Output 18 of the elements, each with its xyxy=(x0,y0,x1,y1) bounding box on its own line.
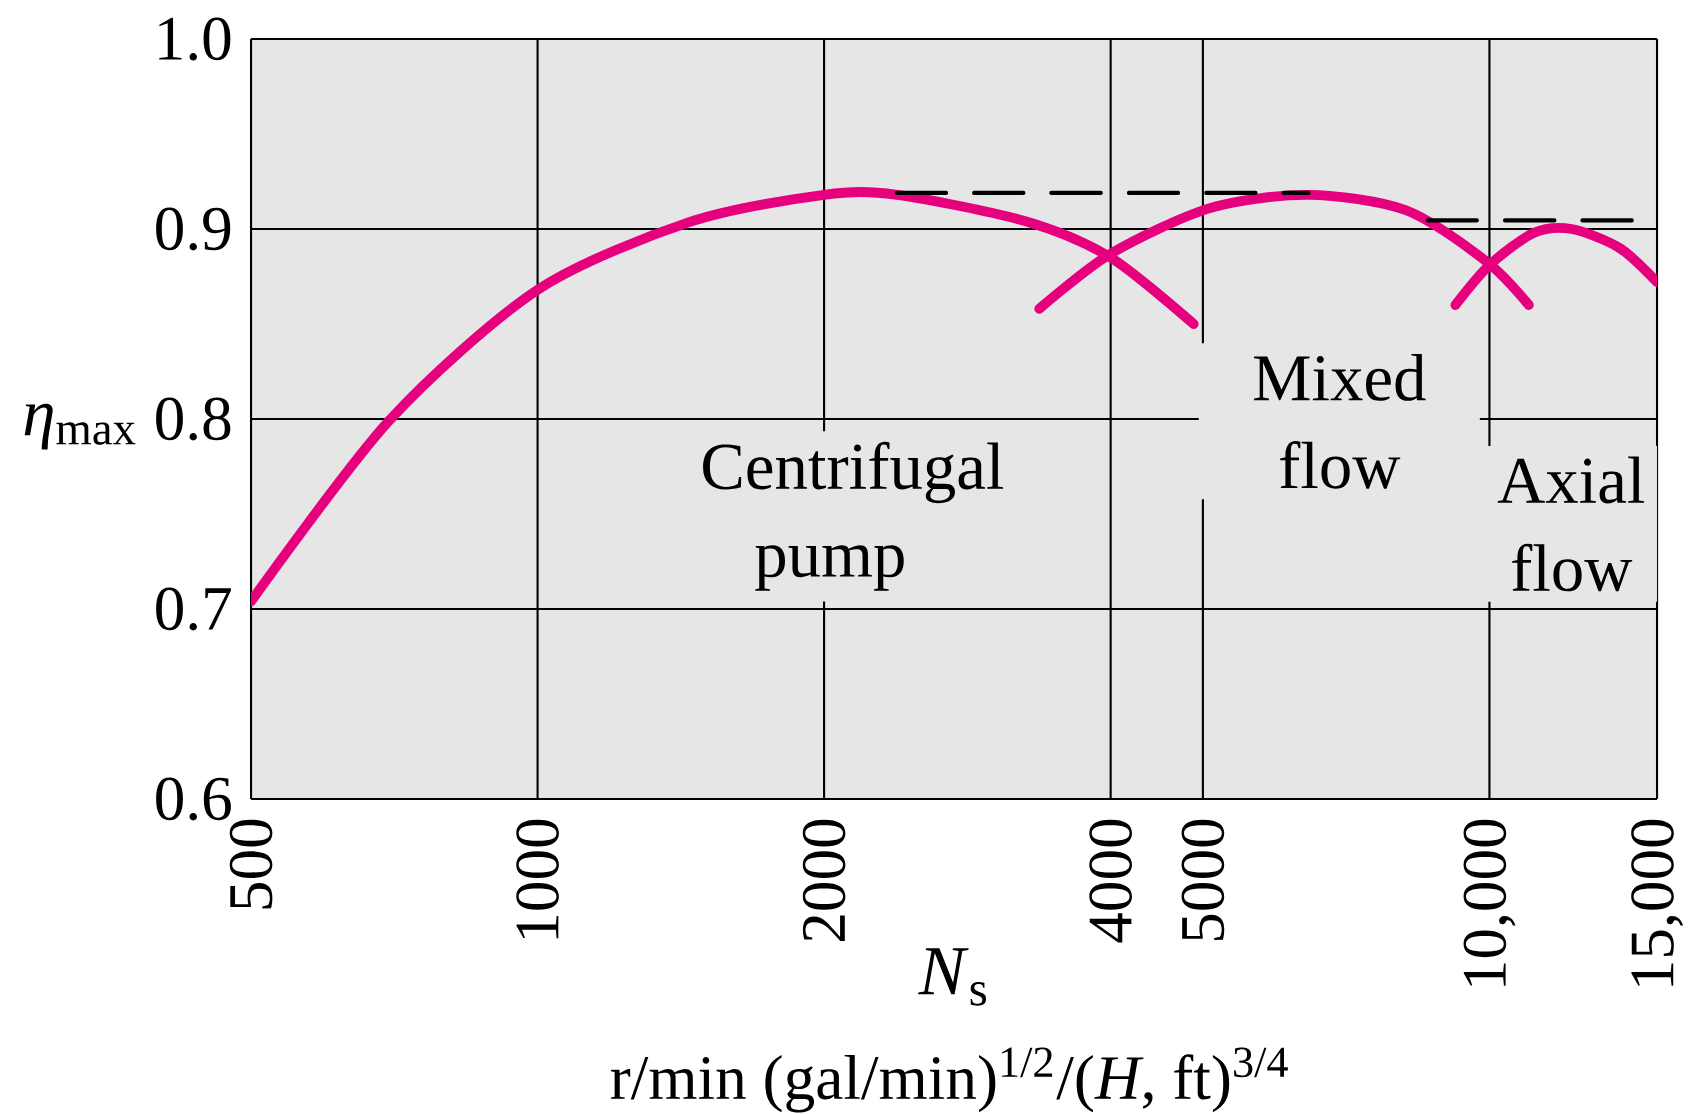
text: r/min (gal/min)$^{1/2}$/(H, ft)$^{3/4}$ xyxy=(610,1047,1288,1113)
annotation: Mixed flow xyxy=(1254,353,1426,489)
y-tick-label: 0.8 xyxy=(156,397,231,441)
x-tick-label: 1000 xyxy=(516,819,559,939)
annotation: Axial flow xyxy=(1497,456,1645,592)
x-tick-label: 4000 xyxy=(1089,819,1132,943)
y-tick-label: 0.9 xyxy=(156,207,231,251)
annotation: Centrifugal pump xyxy=(703,441,1004,591)
x-tick-label: 10,000 xyxy=(1463,819,1516,986)
y-tick-label: 0.6 xyxy=(156,777,231,821)
x-axis-title: N$_{s}$ xyxy=(918,948,987,1006)
y-tick-label: 1.0 xyxy=(159,17,231,61)
x-tick-label: 15,000 xyxy=(1631,819,1683,986)
y-axis-title: η$_{max}$ xyxy=(24,403,136,450)
x-tick-label: 2000 xyxy=(802,819,846,942)
x-tick-label: 5000 xyxy=(1181,819,1225,941)
y-tick-label: 0.7 xyxy=(156,587,231,631)
x-tick-label: 500 xyxy=(229,819,273,909)
